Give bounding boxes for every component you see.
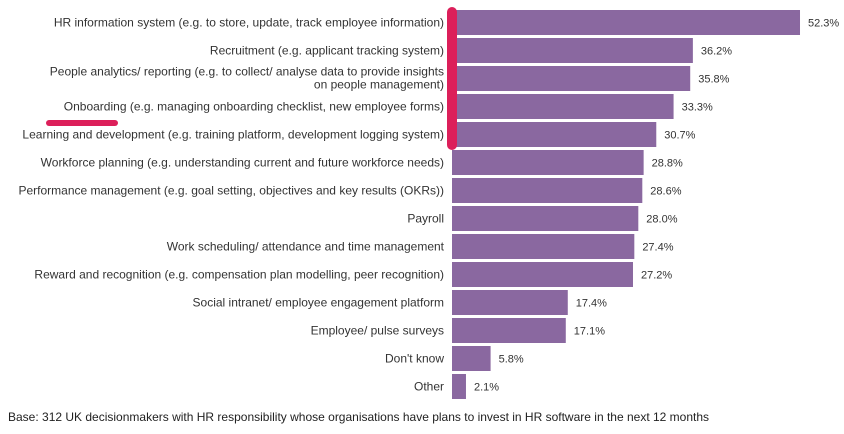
category-label: Payroll [407, 212, 444, 226]
bar [452, 290, 568, 315]
category-label: Recruitment (e.g. applicant tracking sys… [210, 44, 444, 58]
bar [452, 38, 693, 63]
bar [452, 374, 466, 399]
category-label: Employee/ pulse surveys [311, 324, 444, 338]
category-label: on people management) [314, 78, 444, 92]
bar [452, 10, 801, 35]
category-label: Social intranet/ employee engagement pla… [193, 296, 444, 310]
value-label: 33.3% [682, 102, 713, 114]
value-label: 2.1% [474, 382, 499, 394]
value-label: 17.4% [576, 298, 607, 310]
value-label: 28.0% [646, 214, 677, 226]
bar [452, 206, 639, 231]
base-footnote: Base: 312 UK decisionmakers with HR resp… [8, 410, 710, 424]
category-label: Performance management (e.g. goal settin… [18, 184, 444, 198]
bar [452, 178, 643, 203]
bar [452, 262, 633, 287]
category-label: Onboarding (e.g. managing onboarding che… [64, 100, 444, 114]
value-label: 35.8% [698, 74, 729, 86]
bar [452, 150, 644, 175]
category-label: Reward and recognition (e.g. compensatio… [34, 268, 444, 282]
bar [452, 122, 657, 147]
category-label: Learning and development (e.g. training … [22, 128, 444, 142]
value-label: 30.7% [664, 130, 695, 142]
category-label: Workforce planning (e.g. understanding c… [41, 156, 444, 170]
bar [452, 234, 635, 259]
category-label: Don't know [385, 352, 444, 366]
value-label: 52.3% [808, 18, 839, 30]
value-label: 17.1% [574, 326, 605, 338]
value-label: 28.8% [652, 158, 683, 170]
bar [452, 346, 491, 371]
value-label: 27.2% [641, 270, 672, 282]
value-label: 27.4% [642, 242, 673, 254]
category-label: Other [414, 380, 444, 394]
value-labels-layer: 52.3% 36.2% 35.8% 33.3% 30.7% 28.8% 28.6% 28.0%… [474, 18, 839, 394]
category-label: People analytics/ reporting (e.g. to col… [50, 65, 444, 79]
bars-layer [452, 10, 801, 399]
annotation-layer [46, 7, 457, 150]
value-label: 5.8% [499, 354, 524, 366]
category-labels-layer: HR information system (e.g. to store, up… [18, 16, 444, 394]
value-label: 36.2% [701, 46, 732, 58]
bar [452, 66, 691, 91]
value-label: 28.6% [650, 186, 681, 198]
bar [452, 94, 674, 119]
category-label: Work scheduling/ attendance and time man… [167, 240, 445, 254]
highlight-bracket [447, 7, 457, 150]
onboarding-underline [46, 120, 118, 126]
category-label: HR information system (e.g. to store, up… [54, 16, 444, 30]
bar [452, 318, 566, 343]
